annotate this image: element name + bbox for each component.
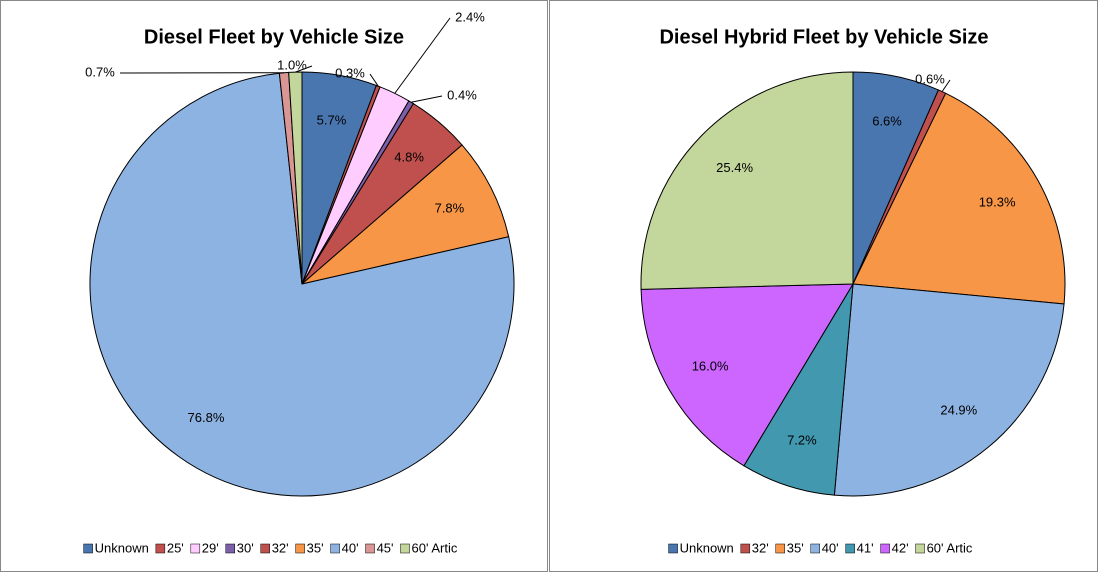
chart-title: Diesel Fleet by Vehicle Size	[144, 26, 404, 48]
chart-title: Diesel Hybrid Fleet by Vehicle Size	[659, 26, 988, 48]
pie-slice	[640, 283, 854, 467]
legend-label: 41'	[857, 540, 874, 555]
legend-swatch	[668, 543, 678, 554]
data-label: 4.8%	[394, 149, 424, 164]
legend-label: 32'	[752, 540, 769, 555]
pie-slice	[833, 283, 1065, 497]
legend-swatch	[295, 543, 305, 554]
legend-label: 35'	[307, 540, 324, 555]
data-label: 1.0%	[277, 57, 307, 72]
data-label: 5.7%	[317, 113, 347, 128]
legend-swatch	[260, 543, 270, 554]
data-label: 0.7%	[85, 64, 115, 79]
leader-line	[295, 65, 313, 73]
data-label: 24.9%	[940, 403, 977, 418]
legend-swatch	[400, 543, 410, 554]
pie-slice	[301, 144, 510, 285]
pie-slice	[640, 71, 854, 290]
legend-label: 35'	[787, 540, 804, 555]
pie-slice	[288, 71, 303, 285]
legend-swatch	[880, 543, 890, 554]
legend-label: 40'	[342, 540, 359, 555]
data-label: 76.8%	[188, 410, 225, 425]
leader-line	[941, 79, 951, 92]
legend-swatch	[810, 543, 820, 554]
legend-label: 45'	[377, 540, 394, 555]
legend-swatch	[740, 543, 751, 554]
legend-swatch	[83, 543, 93, 554]
data-label: 19.3%	[979, 194, 1016, 209]
data-label: 0.6%	[915, 71, 945, 86]
legend-label: 29'	[202, 540, 219, 555]
legend-swatch	[155, 543, 166, 554]
legend-label: 25'	[167, 540, 184, 555]
legend-label: Unknown	[95, 540, 149, 555]
pie-slice	[89, 72, 515, 497]
data-label: 16.0%	[692, 359, 729, 374]
pie-slice	[852, 92, 1066, 305]
legend-label: 40'	[822, 540, 839, 555]
data-label: 6.6%	[872, 114, 902, 129]
legend-swatch	[845, 543, 855, 554]
legend-label: Unknown	[680, 540, 734, 555]
legend-swatch	[190, 543, 201, 554]
data-label: 7.2%	[787, 433, 817, 448]
legend-swatch	[915, 543, 925, 554]
data-label: 0.3%	[335, 65, 365, 80]
data-label: 25.4%	[716, 160, 753, 175]
data-label: 7.8%	[435, 201, 465, 216]
legend-swatch	[365, 543, 375, 554]
legend-label: 30'	[237, 540, 254, 555]
data-label: 0.4%	[447, 87, 477, 102]
legend-label: 32'	[272, 540, 289, 555]
legend-swatch	[225, 543, 235, 554]
leader-line	[369, 73, 379, 87]
legend-label: 42'	[892, 540, 909, 555]
leader-line	[394, 17, 451, 94]
legend-swatch	[775, 543, 785, 554]
legend-label: 60' Artic	[412, 540, 458, 555]
legend-label: 60' Artic	[927, 540, 973, 555]
data-label: 2.4%	[455, 9, 485, 24]
leader-line	[411, 95, 443, 103]
legend-swatch	[330, 543, 340, 554]
